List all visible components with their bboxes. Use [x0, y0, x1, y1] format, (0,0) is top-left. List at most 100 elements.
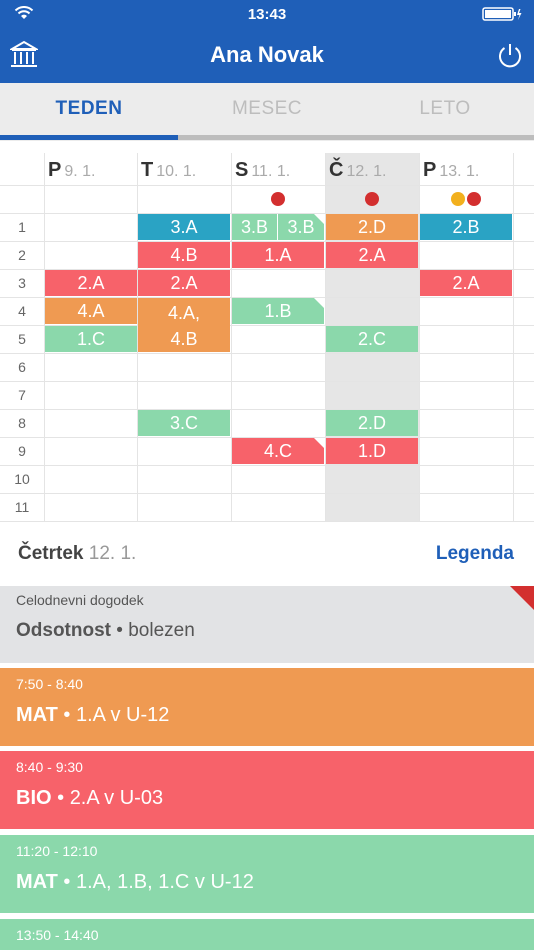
event-time: 7:50 - 8:40: [16, 676, 83, 692]
lesson-cell[interactable]: 1.B: [232, 298, 324, 324]
grid-line: [0, 213, 534, 214]
event-time: 8:40 - 9:30: [16, 759, 83, 775]
lesson-cell[interactable]: 3.B: [232, 214, 277, 240]
event-description: MAT • 1.A v U-12: [16, 704, 169, 727]
selected-day-bar: Četrtek 12. 1. Legenda: [0, 521, 534, 586]
tab-active-indicator: [0, 135, 178, 140]
lesson-cell[interactable]: 2.C: [326, 326, 418, 352]
period-number: 3: [18, 275, 26, 291]
lesson-event-card[interactable]: 11:20 - 12:10 MAT • 1.A, 1.B, 1.C v U-12: [0, 835, 534, 913]
lesson-cell[interactable]: 4.A: [45, 298, 137, 324]
event-detail: 1.A v U-12: [75, 704, 170, 726]
day-header[interactable]: Č 12. 1.: [329, 159, 386, 185]
period-number: 6: [18, 359, 26, 375]
all-day-event-card[interactable]: Celodnevni dogodek Odsotnost • bolezen: [0, 586, 534, 663]
power-icon[interactable]: [496, 40, 524, 70]
status-bar: 13:43: [0, 0, 534, 28]
lesson-label: 4.A,: [167, 303, 201, 323]
app-header: 13:43 Ana Novak: [0, 0, 534, 83]
grid-line: [231, 153, 232, 521]
day-date: 12. 1.: [346, 163, 387, 180]
day-header[interactable]: P 9. 1.: [48, 159, 95, 185]
lesson-cell[interactable]: 3.B: [278, 214, 324, 240]
lesson-cell[interactable]: 1.C: [45, 326, 137, 352]
day-date: 13. 1.: [439, 163, 480, 180]
grid-line: [44, 153, 45, 521]
corner-marker: [314, 298, 324, 308]
lesson-cell[interactable]: 4.A, 4.B: [138, 298, 230, 352]
period-number: 5: [18, 331, 26, 347]
lesson-label: 2.D: [357, 413, 386, 433]
day-letter: P: [48, 159, 62, 181]
day-header[interactable]: S 11. 1.: [235, 159, 290, 185]
page-title: Ana Novak: [210, 42, 324, 67]
all-day-event-label: Celodnevni dogodek: [16, 592, 144, 608]
event-dot: [467, 192, 481, 206]
period-number: 1: [18, 219, 26, 235]
day-date: 11. 1.: [251, 163, 291, 180]
selected-day-date: 12. 1.: [88, 543, 137, 564]
period-number: 9: [18, 443, 26, 459]
event-time: 13:50 - 14:40: [16, 927, 99, 943]
lesson-event-card[interactable]: 13:50 - 14:40: [0, 919, 534, 950]
lesson-label: 2.A: [77, 273, 105, 293]
lesson-cell[interactable]: 1.D: [326, 438, 418, 464]
lesson-label: 4.C: [263, 441, 292, 461]
period-number: 2: [18, 247, 26, 263]
lesson-cell[interactable]: 4.C: [232, 438, 324, 464]
day-header[interactable]: P 13. 1.: [423, 159, 479, 185]
day-letter: Č: [329, 159, 344, 181]
lesson-label: 4.B: [170, 329, 198, 349]
period-number: 11: [14, 499, 30, 515]
corner-marker: [314, 438, 324, 448]
bank-icon[interactable]: [10, 40, 38, 70]
grid-line: [0, 185, 534, 186]
bullet-separator: •: [57, 704, 76, 726]
lesson-label: 4.B: [170, 245, 198, 265]
lesson-cell[interactable]: 2.B: [420, 214, 512, 240]
grid-line: [419, 153, 420, 521]
grid-line: [0, 269, 534, 270]
tab-divider: [178, 135, 534, 140]
day-header[interactable]: T 10. 1.: [141, 159, 196, 185]
day-date: 9. 1.: [64, 163, 96, 180]
grid-line: [0, 437, 534, 438]
lesson-cell[interactable]: 2.A: [45, 270, 137, 296]
event-description: MAT • 1.A, 1.B, 1.C v U-12: [16, 871, 254, 894]
tab-year[interactable]: LETO: [419, 98, 471, 119]
week-timetable: P 9. 1. T 10. 1. S 11. 1. Č 12. 1. P 13. 1. 1 2 3 4 5 6…: [0, 141, 534, 522]
tab-month[interactable]: MESEC: [231, 98, 303, 119]
lesson-label: 2.B: [452, 217, 480, 237]
lesson-cell[interactable]: 2.A: [420, 270, 512, 296]
tab-week[interactable]: TEDEN: [55, 98, 123, 119]
lesson-cell[interactable]: 3.A: [138, 214, 230, 240]
grid-line: [325, 153, 326, 521]
lesson-cell[interactable]: 1.A: [232, 242, 324, 268]
lesson-cell[interactable]: 4.B: [138, 242, 230, 268]
lesson-label: 4.A: [77, 301, 105, 321]
event-subject: BIO: [16, 787, 52, 809]
lesson-label: 2.D: [357, 217, 386, 237]
grid-line: [137, 153, 138, 521]
lesson-event-card[interactable]: 8:40 - 9:30 BIO • 2.A v U-03: [0, 751, 534, 829]
lesson-cell[interactable]: 3.C: [138, 410, 230, 436]
lesson-label: 3.C: [169, 413, 198, 433]
battery-icon: [482, 7, 522, 21]
period-number: 4: [18, 303, 26, 319]
event-time: 11:20 - 12:10: [16, 843, 98, 859]
event-dot: [271, 192, 285, 206]
legend-link[interactable]: Legenda: [435, 543, 514, 564]
lesson-event-card[interactable]: 7:50 - 8:40 MAT • 1.A v U-12: [0, 668, 534, 746]
bullet-separator: •: [51, 787, 70, 809]
event-subject: MAT: [16, 871, 58, 893]
event-subject: MAT: [16, 704, 58, 726]
lesson-label: 2.A: [358, 245, 386, 265]
grid-line: [0, 241, 534, 242]
lesson-cell[interactable]: 2.A: [326, 242, 418, 268]
view-tabs: TEDEN MESEC LETO: [0, 83, 534, 141]
lesson-cell[interactable]: 2.D: [326, 410, 418, 436]
all-day-event-text: Odsotnost • bolezen: [16, 620, 195, 642]
grid-line: [0, 465, 534, 466]
lesson-cell[interactable]: 2.A: [138, 270, 230, 296]
lesson-cell[interactable]: 2.D: [326, 214, 418, 240]
